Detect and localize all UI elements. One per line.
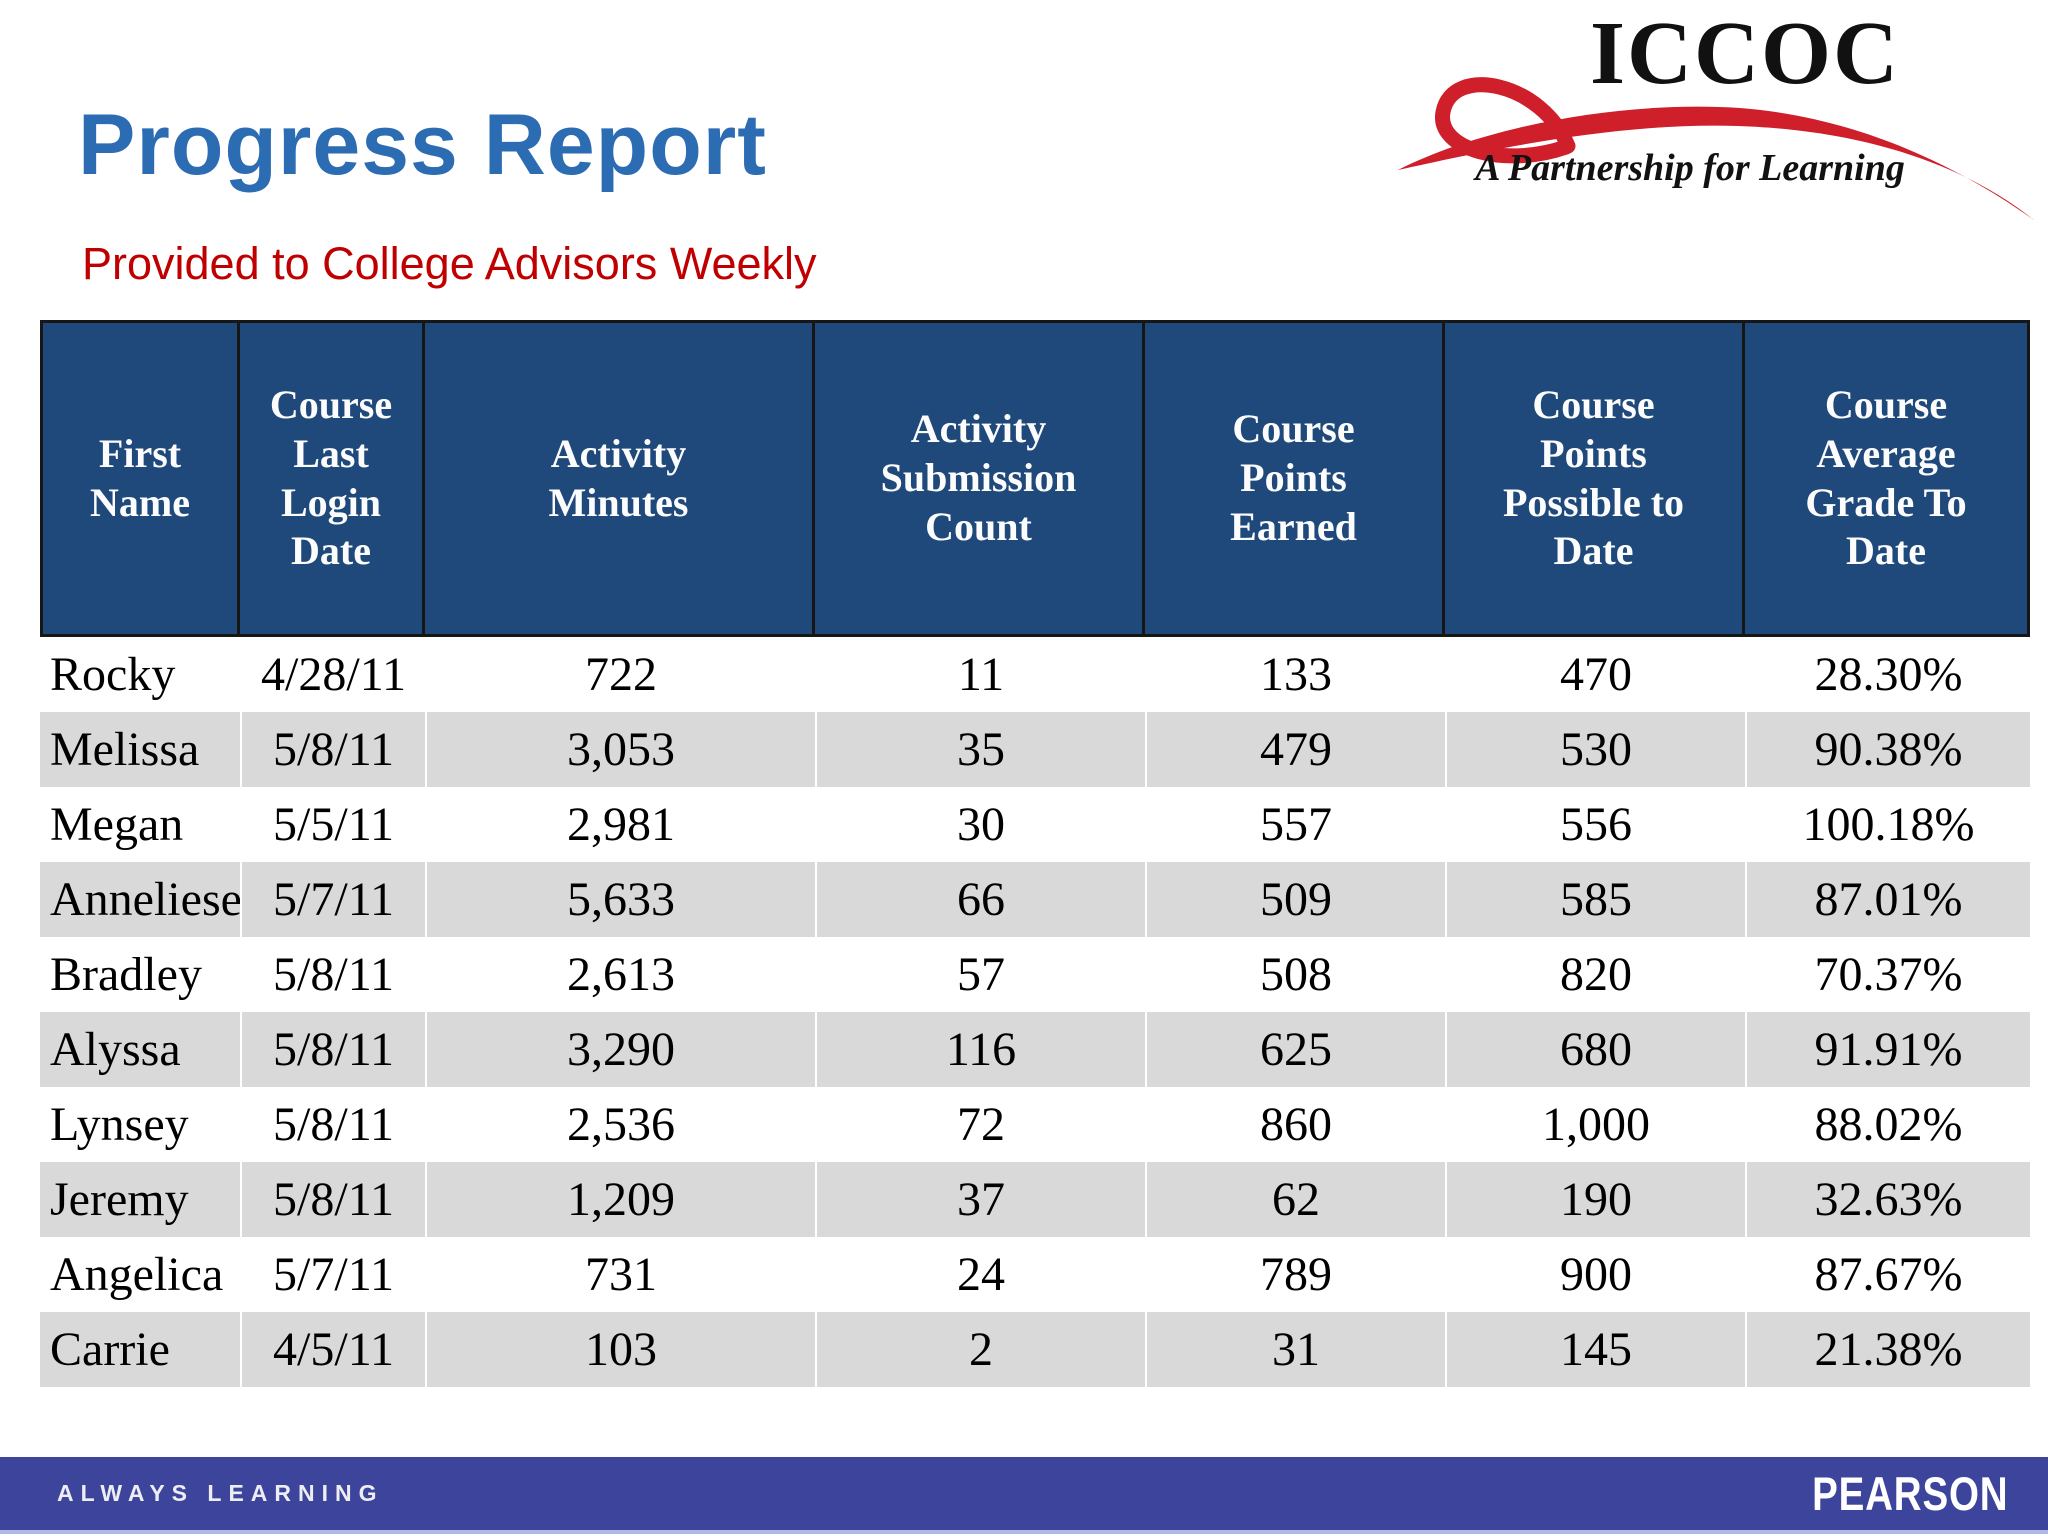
table-cell: 24 <box>815 1237 1145 1312</box>
table-cell: 530 <box>1445 712 1745 787</box>
table-cell: 133 <box>1145 637 1445 712</box>
table-cell: Megan <box>40 787 240 862</box>
footer-bar: ALWAYS LEARNING PEARSON <box>0 1457 2048 1534</box>
iccoc-logo-text: ICCOC <box>1589 4 1900 103</box>
table-cell: Alyssa <box>40 1012 240 1087</box>
table-cell: 479 <box>1145 712 1445 787</box>
table-cell: 625 <box>1145 1012 1445 1087</box>
table-cell: 37 <box>815 1162 1145 1237</box>
table-cell: 88.02% <box>1745 1087 2030 1162</box>
table-cell: 731 <box>425 1237 815 1312</box>
table-cell: 28.30% <box>1745 637 2030 712</box>
table-cell: Bradley <box>40 937 240 1012</box>
table-cell: 116 <box>815 1012 1145 1087</box>
table-cell: Jeremy <box>40 1162 240 1237</box>
table-cell: 820 <box>1445 937 1745 1012</box>
column-header: Activity Minutes <box>425 320 815 637</box>
table-cell: 5/8/11 <box>240 1012 425 1087</box>
table-cell: 5/8/11 <box>240 1087 425 1162</box>
table-cell: 87.67% <box>1745 1237 2030 1312</box>
table-cell: 32.63% <box>1745 1162 2030 1237</box>
table-cell: Rocky <box>40 637 240 712</box>
table-cell: 2,613 <box>425 937 815 1012</box>
table-cell: 585 <box>1445 862 1745 937</box>
table-cell: 5/8/11 <box>240 1162 425 1237</box>
logo-tagline: A Partnership for Learning <box>1475 147 1905 189</box>
table-cell: 66 <box>815 862 1145 937</box>
table-cell: 30 <box>815 787 1145 862</box>
table-cell: 470 <box>1445 637 1745 712</box>
column-header: Course Average Grade To Date <box>1745 320 2030 637</box>
table-cell: 556 <box>1445 787 1745 862</box>
table-cell: 62 <box>1145 1162 1445 1237</box>
table-cell: 4/28/11 <box>240 637 425 712</box>
progress-table: First Name Course Last Login Date Activity… <box>40 320 2030 1387</box>
column-header: Course Last Login Date <box>240 320 425 637</box>
table-cell: 31 <box>1145 1312 1445 1387</box>
table-cell: 11 <box>815 637 1145 712</box>
table-cell: 3,290 <box>425 1012 815 1087</box>
table-cell: 5/7/11 <box>240 1237 425 1312</box>
table-cell: 4/5/11 <box>240 1312 425 1387</box>
table-cell: 5/8/11 <box>240 712 425 787</box>
column-header: First Name <box>40 320 240 637</box>
table-cell: 72 <box>815 1087 1145 1162</box>
table-cell: 557 <box>1145 787 1445 862</box>
table-cell: 103 <box>425 1312 815 1387</box>
table-cell: Carrie <box>40 1312 240 1387</box>
table-cell: 509 <box>1145 862 1445 937</box>
table-cell: Lynsey <box>40 1087 240 1162</box>
page-title: Progress Report <box>78 97 767 193</box>
table-cell: 1,209 <box>425 1162 815 1237</box>
table-cell: 3,053 <box>425 712 815 787</box>
page-subtitle: Provided to College Advisors Weekly <box>82 238 817 289</box>
table-cell: 35 <box>815 712 1145 787</box>
table-cell: 508 <box>1145 937 1445 1012</box>
table-cell: 57 <box>815 937 1145 1012</box>
table-cell: 5,633 <box>425 862 815 937</box>
table-cell: 2,536 <box>425 1087 815 1162</box>
table-cell: 722 <box>425 637 815 712</box>
table-cell: 900 <box>1445 1237 1745 1312</box>
table-cell: 2,981 <box>425 787 815 862</box>
column-header: Course Points Possible to Date <box>1445 320 1745 637</box>
table-cell: 190 <box>1445 1162 1745 1237</box>
table-cell: 70.37% <box>1745 937 2030 1012</box>
always-learning-label: ALWAYS LEARNING <box>57 1480 384 1506</box>
table-cell: 1,000 <box>1445 1087 1745 1162</box>
column-header: Activity Submission Count <box>815 320 1145 637</box>
table-cell: 145 <box>1445 1312 1745 1387</box>
table-cell: 5/8/11 <box>240 937 425 1012</box>
pearson-logo: PEARSON <box>1811 1467 2008 1520</box>
table-cell: 87.01% <box>1745 862 2030 937</box>
table-cell: 100.18% <box>1745 787 2030 862</box>
table-cell: 91.91% <box>1745 1012 2030 1087</box>
table-cell: Anneliese <box>40 862 242 937</box>
table-cell: 789 <box>1145 1237 1445 1312</box>
table-cell: 90.38% <box>1745 712 2030 787</box>
table-cell: 2 <box>815 1312 1145 1387</box>
table-cell: 21.38% <box>1745 1312 2030 1387</box>
table-cell: Melissa <box>40 712 240 787</box>
table-cell: 5/5/11 <box>240 787 425 862</box>
column-header: Course Points Earned <box>1145 320 1445 637</box>
table-cell: 5/7/11 <box>240 862 425 937</box>
table-cell: Angelica <box>40 1237 240 1312</box>
table-cell: 680 <box>1445 1012 1745 1087</box>
table-cell: 860 <box>1145 1087 1445 1162</box>
